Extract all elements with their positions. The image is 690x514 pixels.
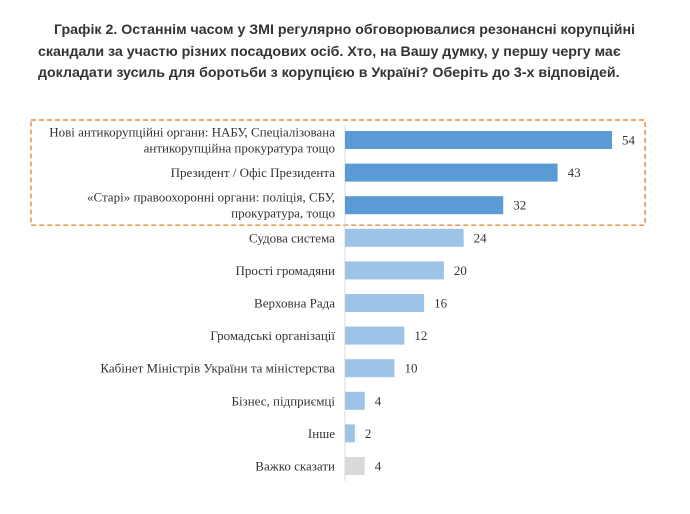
value-label: 10: [404, 361, 417, 376]
category-label: Президент / Офіс Президента: [171, 165, 336, 180]
bar: [345, 131, 612, 149]
value-label: 32: [513, 198, 526, 213]
value-label: 4: [375, 459, 382, 474]
bar: [345, 391, 365, 410]
bar: [345, 294, 425, 312]
bar: [345, 424, 355, 443]
category-label: Прості громадяни: [235, 263, 335, 278]
category-label: Бізнес, підприємці: [231, 393, 335, 408]
category-label: Судова система: [249, 230, 335, 245]
highlight-box: [30, 119, 646, 226]
category-label: Важко сказати: [255, 459, 335, 474]
bar: [345, 359, 395, 378]
category-label: Верховна Рада: [254, 296, 335, 311]
value-label: 16: [434, 296, 448, 311]
category-label: Громадські організації: [210, 328, 335, 343]
value-label: 20: [454, 263, 467, 278]
bar: [345, 457, 365, 475]
value-label: 54: [622, 133, 636, 148]
value-label: 12: [414, 328, 427, 343]
bar: [345, 196, 504, 215]
value-label: 4: [375, 393, 382, 408]
bar: [345, 326, 405, 345]
category-label: Нові антикорупційні органи: НАБУ, Спеціа…: [49, 125, 335, 140]
category-label: «Старі» правоохоронні органи: поліція, С…: [87, 190, 335, 205]
value-label: 24: [474, 230, 488, 245]
category-label: антикорупційна прокуратура тощо: [144, 141, 335, 156]
value-label: 43: [568, 165, 581, 180]
chart-title: Графік 2. Останнім часом у ЗМІ регулярно…: [38, 22, 635, 81]
category-label: прокуратура, тощо: [231, 206, 335, 221]
bar: [345, 261, 444, 280]
value-label: 2: [365, 426, 372, 441]
category-label: Інше: [308, 426, 335, 441]
category-label: Кабінет Міністрів України та міністерств…: [100, 361, 335, 376]
bar: [345, 228, 464, 247]
bar: [345, 163, 558, 182]
